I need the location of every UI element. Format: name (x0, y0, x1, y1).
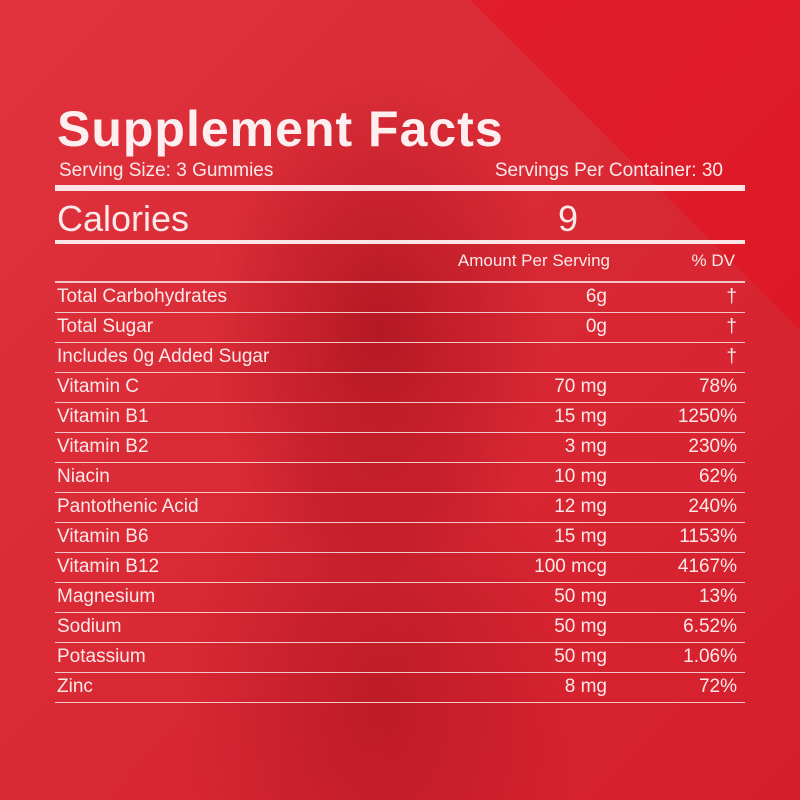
nutrient-dv: 4167% (677, 556, 737, 577)
divider-thin (55, 281, 745, 283)
divider-thick (55, 185, 745, 191)
nutrient-dv: 240% (688, 496, 737, 517)
nutrient-dv: † (726, 286, 737, 307)
nutrient-dv: 1.06% (683, 646, 737, 667)
table-row: Total Carbohydrates 6g † (55, 283, 745, 313)
nutrient-name: Vitamin B12 (57, 556, 160, 577)
table-row: Pantothenic Acid 12 mg 240% (55, 493, 745, 523)
row-divider (55, 431, 745, 433)
row-divider (55, 671, 745, 673)
nutrient-amount: 0g (585, 316, 607, 337)
nutrient-dv: 1250% (677, 406, 737, 427)
nutrient-name: Vitamin C (57, 376, 140, 397)
nutrient-name: Total Carbohydrates (57, 286, 228, 307)
nutrient-dv: † (726, 316, 737, 337)
servings-per-container: Servings Per Container: 30 (494, 160, 723, 181)
calories-label: Calories (57, 198, 190, 239)
nutrient-amount: 12 mg (554, 496, 607, 517)
nutrient-amount: 50 mg (554, 586, 607, 607)
nutrient-name: Niacin (57, 466, 110, 487)
nutrient-dv: † (726, 346, 737, 367)
table-row: Vitamin B1 15 mg 1250% (55, 403, 745, 433)
nutrient-amount: 10 mg (554, 466, 607, 487)
row-divider (55, 461, 745, 463)
nutrient-dv: 72% (698, 676, 737, 697)
column-header-dv: % DV (691, 251, 735, 270)
nutrient-dv: 13% (698, 586, 737, 607)
row-divider (55, 491, 745, 493)
nutrient-amount: 70 mg (554, 376, 607, 397)
nutrient-amount: 3 mg (564, 436, 607, 457)
nutrient-name: Vitamin B6 (57, 526, 149, 547)
table-row: Sodium 50 mg 6.52% (55, 613, 745, 643)
row-divider (55, 371, 745, 373)
nutrient-amount: 8 mg (564, 676, 607, 697)
nutrient-name: Total Sugar (57, 316, 154, 337)
nutrient-dv: 62% (698, 466, 737, 487)
table-row: Niacin 10 mg 62% (55, 463, 745, 493)
nutrient-amount: 15 mg (554, 406, 607, 427)
table-row: Vitamin B6 15 mg 1153% (55, 523, 745, 553)
nutrient-dv: 6.52% (683, 616, 737, 637)
row-divider (55, 521, 745, 523)
table-row: Zinc 8 mg 72% (55, 673, 745, 703)
divider-medium (55, 240, 745, 244)
calories-value: 9 (558, 198, 579, 239)
nutrient-amount: 50 mg (554, 616, 607, 637)
nutrient-amount: 100 mcg (534, 556, 607, 577)
table-row: Vitamin B2 3 mg 230% (55, 433, 745, 463)
background-corner-accent (470, 0, 800, 330)
nutrient-name: Magnesium (57, 586, 156, 607)
nutrient-name: Pantothenic Acid (57, 496, 199, 517)
nutrient-dv: 78% (698, 376, 737, 397)
row-divider (55, 641, 745, 643)
row-divider (55, 401, 745, 403)
row-divider (55, 341, 745, 343)
nutrient-amount: 6g (585, 286, 607, 307)
serving-size: Serving Size: 3 Gummies (59, 160, 274, 181)
table-row: Magnesium 50 mg 13% (55, 583, 745, 613)
nutrient-name: Potassium (57, 646, 146, 667)
table-row: Includes 0g Added Sugar † (55, 343, 745, 373)
nutrient-amount: 50 mg (554, 646, 607, 667)
nutrient-dv: 1153% (679, 526, 737, 547)
row-divider (55, 311, 745, 313)
row-divider (55, 701, 745, 703)
page-title: Supplement Facts (57, 101, 504, 157)
row-divider (55, 611, 745, 613)
nutrient-name: Includes 0g Added Sugar (57, 346, 270, 367)
nutrient-name: Sodium (57, 616, 122, 637)
nutrient-dv: 230% (688, 436, 737, 457)
row-divider (55, 551, 745, 553)
row-divider (55, 581, 745, 583)
table-row: Potassium 50 mg 1.06% (55, 643, 745, 673)
table-row: Vitamin B12 100 mcg 4167% (55, 553, 745, 583)
table-row: Total Sugar 0g † (55, 313, 745, 343)
nutrient-name: Vitamin B2 (57, 436, 149, 457)
nutrient-amount: 15 mg (554, 526, 607, 547)
table-row: Vitamin C 70 mg 78% (55, 373, 745, 403)
nutrient-name: Zinc (57, 676, 93, 697)
nutrient-name: Vitamin B1 (57, 406, 149, 427)
column-header-amount: Amount Per Serving (457, 251, 610, 270)
